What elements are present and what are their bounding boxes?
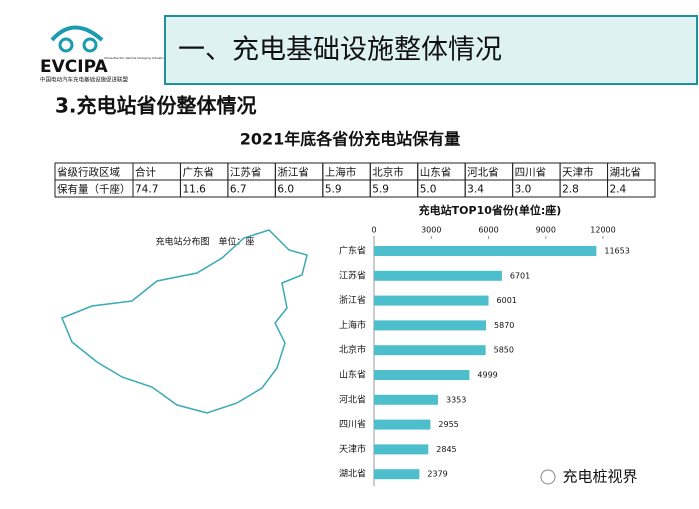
watermark: 充电桩视界 [562, 468, 637, 486]
cell-text: 5.0 [420, 184, 437, 196]
logo-wheel [82, 37, 98, 53]
cell-text: 11.6 [182, 184, 206, 196]
bar [374, 345, 486, 356]
cell-text: 5.9 [372, 184, 389, 196]
y-tick-label: 北京市 [339, 344, 366, 356]
cell-text: 浙江省 [277, 166, 309, 179]
map-title: 充电站分布图 单位：座 [155, 236, 254, 248]
cell-text: 省级行政区域 [57, 166, 120, 179]
bar [374, 394, 438, 405]
cell-text: 天津市 [562, 166, 594, 179]
cell-text: 5.9 [325, 184, 342, 196]
y-tick-label: 天津市 [339, 443, 366, 455]
bar [374, 370, 470, 380]
cell-text: 74.7 [135, 184, 158, 196]
header-box [164, 15, 698, 85]
y-tick-label: 湖北省 [339, 468, 366, 480]
value-label: 6001 [497, 296, 517, 305]
bar [374, 444, 429, 455]
cell-text: 上海市 [325, 166, 357, 179]
header-title: 一、充电基础设施整体情况 [178, 35, 502, 66]
value-label: 3353 [446, 395, 466, 404]
cell-text: 山东省 [420, 166, 452, 179]
value-label: 2379 [427, 470, 447, 479]
cell-text: 2.4 [610, 184, 627, 196]
value-label: 4999 [477, 371, 497, 380]
table-cell [607, 179, 656, 198]
logo-name: EVCIPA [40, 57, 108, 77]
cell-text: 北京市 [372, 166, 404, 179]
y-tick-label: 广东省 [339, 245, 366, 257]
table: 省级行政区域 合计 广东省 江苏省 浙江省 上海市 北京市 山东省 河北省 四川省 天津市 湖北省保有… [54, 162, 656, 198]
x-tick-label: 9000 [536, 226, 556, 235]
value-label: 6701 [510, 271, 530, 280]
logo-wheel [58, 37, 74, 53]
logo-english: China Electric Vehicle Charging Infrastr… [104, 56, 201, 60]
x-tick-label: 3000 [421, 226, 441, 235]
value-label: 5870 [494, 321, 514, 330]
wechat-icon [540, 469, 556, 485]
value-label: 5850 [494, 346, 514, 355]
bar [374, 295, 489, 306]
x-tick-label: 6000 [478, 226, 498, 235]
section-title: 3.充电站省份整体情况 [55, 94, 257, 118]
y-tick-label: 山东省 [339, 369, 366, 381]
cell-text: 河北省 [467, 166, 499, 179]
bar [374, 419, 431, 430]
table-title: 2021年底各省份充电站保有量 [240, 130, 461, 149]
bar [374, 469, 420, 480]
cell-text: 湖北省 [610, 166, 642, 179]
x-tick-label: 0 [371, 226, 376, 235]
y-tick-label: 四川省 [339, 418, 366, 430]
value-label: 11653 [604, 247, 629, 256]
cell-text: 四川省 [515, 166, 547, 179]
bar [374, 246, 597, 256]
y-tick-label: 上海市 [339, 319, 366, 331]
logo-chinese: 中国电动汽车充电基础设施促进联盟 [40, 76, 129, 84]
cell-text: 2.8 [562, 184, 579, 196]
value-label: 2955 [438, 420, 458, 429]
cell-text: 6.7 [230, 184, 247, 196]
logo-arc [50, 25, 104, 42]
x-tick-label: 12000 [590, 226, 615, 235]
logo: EVCIPA China Electric Vehicle Charging I… [40, 25, 201, 84]
bar [374, 270, 502, 281]
cell-text: 6.0 [277, 184, 294, 196]
y-tick-label: 浙江省 [339, 294, 366, 306]
y-tick-label: 河北省 [339, 393, 366, 405]
y-tick-label: 江苏省 [339, 269, 366, 281]
chart-title: 充电站TOP10省份(单位:座) [419, 203, 562, 217]
cell-text: 合计 [135, 166, 156, 179]
map-outline [61, 229, 308, 414]
cell-text: 3.0 [515, 184, 532, 196]
cell-text: 保有量（千座） [57, 183, 131, 196]
value-label: 2845 [436, 445, 456, 454]
cell-text: 江苏省 [230, 166, 262, 179]
bar [374, 320, 487, 331]
cell-text: 3.4 [467, 184, 484, 196]
cell-text: 广东省 [182, 166, 214, 179]
